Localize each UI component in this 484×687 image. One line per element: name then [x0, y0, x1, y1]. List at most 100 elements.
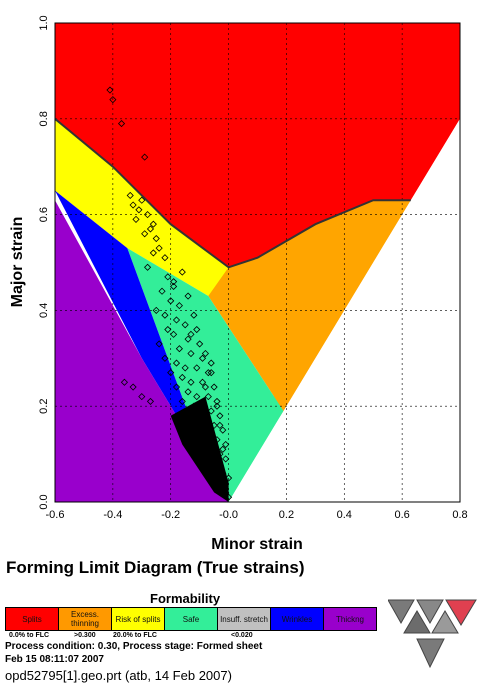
y-tick-label: 0.6 — [38, 207, 50, 222]
region-excess-thinning-core — [202, 200, 411, 411]
strain-point — [204, 393, 212, 401]
strain-point — [184, 335, 192, 343]
strain-point — [178, 397, 186, 405]
strain-point — [126, 191, 134, 200]
strain-point — [178, 373, 186, 382]
x-tick-label: 0.6 — [394, 509, 409, 521]
strain-point — [129, 201, 137, 209]
strain-point — [198, 378, 207, 386]
strain-point — [141, 153, 149, 161]
strain-point — [164, 325, 172, 334]
strain-point — [178, 268, 186, 276]
strain-point — [152, 234, 160, 243]
formability-regions — [55, 23, 460, 503]
strain-point — [204, 369, 212, 377]
strain-point — [155, 340, 163, 348]
strain-point — [216, 412, 224, 420]
y-axis-label: Major strain — [9, 217, 26, 308]
strain-point — [146, 225, 155, 233]
strain-point — [219, 426, 227, 434]
x-axis-label: Minor strain — [211, 536, 303, 553]
strain-point — [155, 244, 163, 252]
y-tick-labels: 0.0 0.2 0.4 0.6 0.8 1.0 — [38, 15, 50, 509]
strain-point — [129, 383, 137, 391]
strain-point — [222, 440, 230, 449]
x-tick-label: 0.2 — [279, 509, 294, 521]
strain-point — [198, 354, 207, 362]
strain-point — [181, 364, 189, 372]
strain-point — [170, 278, 178, 286]
legend-note-thinning: >0.300 — [74, 632, 96, 639]
legend-risk-of-splits: Risk of splits — [112, 608, 165, 630]
strain-points — [106, 86, 233, 502]
file-name: opd52795[1].geo.prt (atb, 14 Feb 2007) — [5, 668, 232, 683]
strain-point — [170, 282, 178, 291]
process-condition: Process condition: 0.30, Process stage: … — [5, 641, 263, 652]
strain-point — [167, 297, 175, 305]
strain-point — [184, 292, 192, 300]
strain-point — [213, 397, 221, 405]
strain-point — [132, 215, 140, 223]
strain-point — [161, 311, 169, 319]
strain-point — [201, 383, 209, 391]
legend-wrinkles: Wrinkles — [271, 608, 324, 630]
strain-point — [135, 206, 143, 214]
plot-frame — [54, 22, 461, 503]
strain-point — [144, 263, 152, 271]
chart-title: Forming Limit Diagram (True strains) — [6, 558, 305, 577]
strain-point — [216, 421, 224, 429]
strain-point — [106, 86, 114, 94]
region-safe — [127, 248, 284, 502]
strain-point — [158, 287, 166, 295]
x-tick-label: 0.4 — [337, 509, 352, 521]
strain-point — [190, 311, 198, 319]
region-risk-of-splits — [55, 118, 229, 296]
strain-point — [213, 402, 221, 410]
legend-note-stretch: <0.020 — [231, 632, 253, 639]
y-tick-label: 0.0 — [38, 494, 50, 509]
strain-point — [109, 96, 117, 104]
legend-note-splits: 0.0% to FLC — [9, 632, 50, 639]
legend-excess-thinning: Excess. thinning — [59, 608, 112, 630]
strain-point — [181, 321, 189, 329]
x-tick-label: 0.8 — [452, 509, 467, 521]
y-tick-label: 0.4 — [38, 303, 50, 318]
legend-insufficient-stretch: Insuff. stretch — [218, 608, 271, 630]
legend-title: Formability — [150, 591, 221, 606]
y-tick-label: 1.0 — [38, 15, 50, 30]
dense-point-cluster — [170, 396, 229, 502]
legend-splits: Splits — [6, 608, 59, 630]
strain-point — [120, 378, 128, 386]
legend-safe: Safe — [165, 608, 218, 630]
strain-point — [184, 388, 192, 396]
strain-point — [138, 196, 146, 204]
strain-point — [172, 359, 181, 367]
strain-point — [170, 330, 178, 338]
region-thickening — [55, 200, 229, 502]
strain-point — [161, 254, 169, 262]
strain-point — [193, 393, 201, 401]
vendor-logo-icon — [388, 599, 477, 669]
strain-point — [138, 393, 146, 401]
strain-point — [207, 369, 215, 377]
strain-point — [193, 364, 201, 372]
strain-point — [187, 349, 195, 358]
strain-point — [210, 383, 218, 391]
x-tick-label: -0.6 — [46, 509, 65, 521]
x-tick-label: -0.2 — [161, 509, 180, 521]
strain-point — [117, 120, 126, 128]
strain-point — [152, 306, 160, 314]
strain-point — [201, 349, 209, 358]
legend-note-risk: 20.0% to FLC — [113, 632, 157, 639]
strain-point — [187, 378, 195, 386]
strain-point — [196, 340, 204, 348]
strain-point — [193, 325, 201, 334]
process-timestamp: Feb 15 08:11:07 2007 — [5, 654, 104, 665]
strain-point — [187, 330, 195, 338]
forming-limit-chart: -0.6 -0.4 -0.2 -0.0 0.2 0.4 0.6 0.8 0.00.20.40.… — [9, 15, 468, 553]
strain-point — [219, 445, 227, 453]
strain-point — [164, 273, 172, 281]
strain-point — [172, 316, 181, 324]
strain-point — [141, 230, 149, 238]
strain-point — [222, 455, 230, 463]
